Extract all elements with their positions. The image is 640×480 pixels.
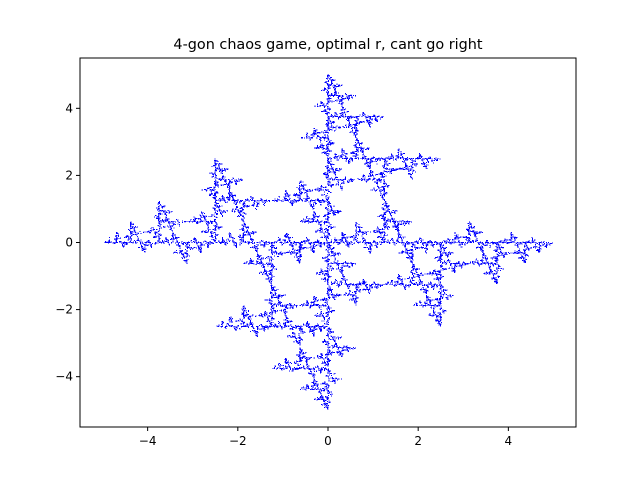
y-tick-label: 2: [65, 168, 73, 182]
y-tick: 2: [65, 168, 80, 182]
chart-title: 4-gon chaos game, optimal r, cant go rig…: [173, 37, 482, 53]
x-tick-label: −2: [229, 434, 247, 448]
y-tick-label: −4: [55, 370, 73, 384]
x-tick: 2: [414, 427, 422, 448]
x-tick-label: 0: [324, 434, 332, 448]
x-tick: 0: [324, 427, 332, 448]
x-tick-label: 4: [505, 434, 513, 448]
scatter-points: [104, 74, 553, 410]
y-tick-label: −2: [55, 303, 73, 317]
x-tick: −4: [139, 427, 157, 448]
y-tick: −4: [55, 370, 80, 384]
y-tick-label: 4: [65, 101, 73, 115]
x-axis-ticks: −4 −2 0 2 4: [139, 427, 512, 448]
y-tick: −2: [55, 303, 80, 317]
y-tick: 0: [65, 236, 80, 250]
y-tick-label: 0: [65, 236, 73, 250]
y-tick: 4: [65, 101, 80, 115]
x-tick-label: −4: [139, 434, 157, 448]
y-axis-ticks: −4 −2 0 2 4: [55, 101, 80, 384]
scatter-point-cloud: [104, 74, 553, 410]
x-tick-label: 2: [414, 434, 422, 448]
x-tick: −2: [229, 427, 247, 448]
x-tick: 4: [505, 427, 513, 448]
